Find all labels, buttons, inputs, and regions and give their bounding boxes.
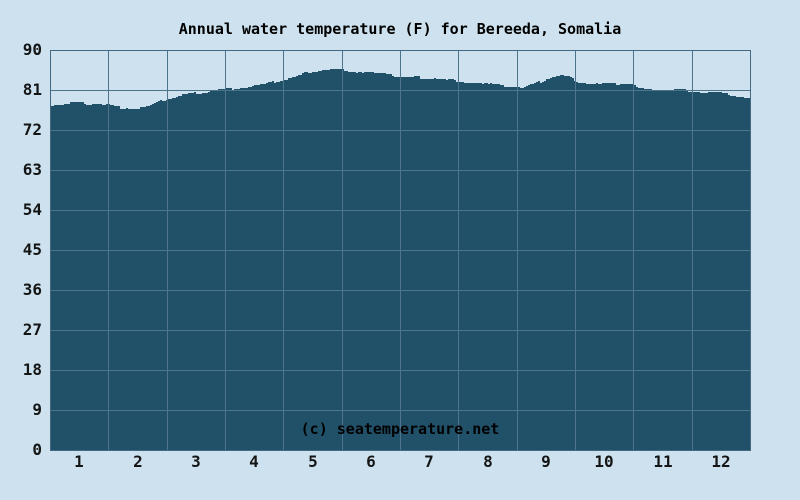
x-tick-label: 8 bbox=[483, 452, 493, 471]
y-tick-label: 81 bbox=[23, 80, 42, 99]
y-tick-label: 9 bbox=[32, 400, 42, 419]
plot-border bbox=[50, 50, 751, 451]
x-tick-label: 3 bbox=[191, 452, 201, 471]
watermark: (c) seatemperature.net bbox=[300, 420, 500, 438]
x-tick-label: 7 bbox=[424, 452, 434, 471]
x-tick-label: 6 bbox=[366, 452, 376, 471]
x-tick-label: 4 bbox=[249, 452, 259, 471]
y-tick-label: 63 bbox=[23, 160, 42, 179]
x-tick-label: 12 bbox=[711, 452, 730, 471]
y-tick-label: 54 bbox=[23, 200, 42, 219]
y-tick-label: 36 bbox=[23, 280, 42, 299]
x-tick-label: 1 bbox=[74, 452, 84, 471]
y-tick-label: 72 bbox=[23, 120, 42, 139]
y-tick-label: 0 bbox=[32, 440, 42, 459]
y-tick-label: 90 bbox=[23, 40, 42, 59]
x-tick-label: 9 bbox=[541, 452, 551, 471]
x-tick-label: 10 bbox=[594, 452, 613, 471]
chart-title: Annual water temperature (F) for Bereeda… bbox=[178, 20, 622, 38]
x-tick-label: 5 bbox=[308, 452, 318, 471]
y-tick-label: 45 bbox=[23, 240, 42, 259]
y-tick-label: 18 bbox=[23, 360, 42, 379]
x-tick-label: 11 bbox=[653, 452, 672, 471]
x-tick-label: 2 bbox=[133, 452, 143, 471]
y-tick-label: 27 bbox=[23, 320, 42, 339]
